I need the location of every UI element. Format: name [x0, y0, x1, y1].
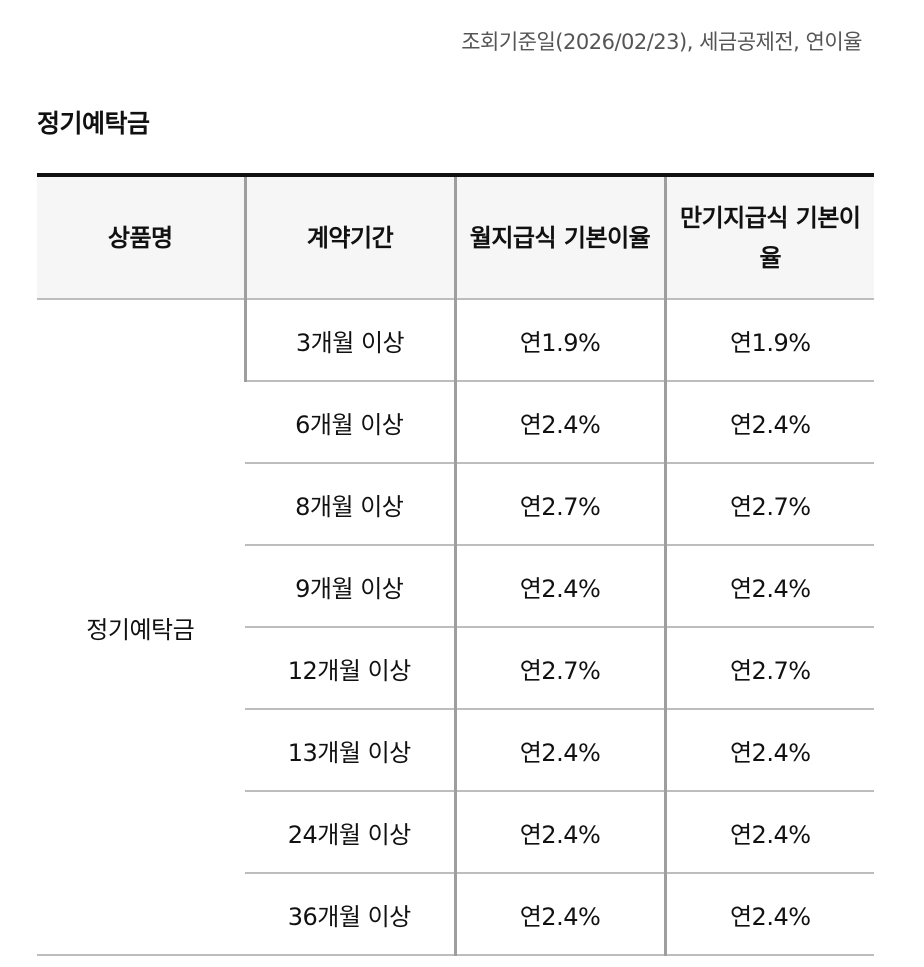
table-row: 9개월 이상 연2.4% 연2.4%: [37, 545, 874, 628]
monthly-rate-cell: 연2.4%: [453, 873, 665, 956]
monthly-rate-cell: 연2.4%: [453, 709, 665, 792]
maturity-rate-cell: 연1.9%: [663, 299, 874, 382]
table-row: 36개월 이상 연2.4% 연2.4%: [37, 873, 874, 956]
term-cell: 24개월 이상: [245, 791, 455, 874]
product-name-cell: 정기예탁금: [37, 299, 245, 956]
term-cell: 12개월 이상: [245, 627, 455, 710]
term-cell: 13개월 이상: [245, 709, 455, 792]
header-product-name: 상품명: [37, 175, 245, 300]
term-cell: 9개월 이상: [245, 545, 455, 628]
monthly-rate-cell: 연2.7%: [453, 627, 665, 710]
term-cell: 8개월 이상: [245, 463, 455, 546]
table-row: 12개월 이상 연2.7% 연2.7%: [37, 627, 874, 710]
maturity-rate-cell: 연2.7%: [663, 627, 874, 710]
monthly-rate-cell: 연2.4%: [453, 381, 665, 464]
section-title: 정기예탁금: [37, 109, 150, 138]
monthly-rate-cell: 연1.9%: [453, 299, 665, 382]
table-header-row: 상품명 계약기간 월지급식 기본이율 만기지급식 기본이율: [37, 175, 874, 300]
monthly-rate-cell: 연2.4%: [453, 545, 665, 628]
monthly-rate-cell: 연2.7%: [453, 463, 665, 546]
reference-date-note: 조회기준일(2026/02/23), 세금공제전, 연이율: [461, 30, 862, 54]
interest-rate-table: 상품명 계약기간 월지급식 기본이율 만기지급식 기본이율 정기예탁금 3개월 …: [37, 173, 874, 956]
header-contract-term: 계약기간: [243, 175, 455, 300]
header-maturity-rate: 만기지급식 기본이율: [663, 175, 874, 300]
table-row: 정기예탁금 3개월 이상 연1.9% 연1.9%: [37, 299, 874, 956]
term-cell: 6개월 이상: [245, 381, 455, 464]
maturity-rate-cell: 연2.4%: [663, 791, 874, 874]
term-cell: 36개월 이상: [245, 873, 455, 956]
maturity-rate-cell: 연2.4%: [663, 709, 874, 792]
maturity-rate-cell: 연2.7%: [663, 463, 874, 546]
table-row: 13개월 이상 연2.4% 연2.4%: [37, 709, 874, 792]
maturity-rate-cell: 연2.4%: [663, 381, 874, 464]
table-row: 6개월 이상 연2.4% 연2.4%: [37, 381, 874, 464]
table-row: 8개월 이상 연2.7% 연2.7%: [37, 463, 874, 546]
table-row: 24개월 이상 연2.4% 연2.4%: [37, 791, 874, 874]
monthly-rate-cell: 연2.4%: [453, 791, 665, 874]
maturity-rate-cell: 연2.4%: [663, 873, 874, 956]
maturity-rate-cell: 연2.4%: [663, 545, 874, 628]
header-monthly-rate: 월지급식 기본이율: [453, 175, 665, 300]
term-cell: 3개월 이상: [243, 299, 455, 382]
